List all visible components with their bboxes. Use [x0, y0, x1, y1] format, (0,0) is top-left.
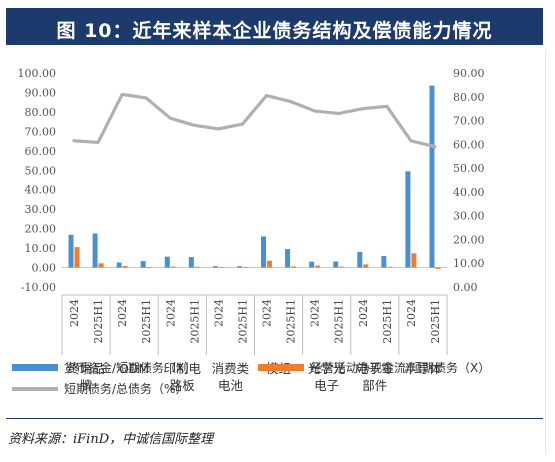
bar-ocf-to-short-debt: [170, 266, 176, 268]
bar-cash-to-short-debt: [405, 171, 411, 268]
bar-cash-to-short-debt: [429, 85, 435, 268]
bar-cash-to-short-debt: [381, 256, 387, 268]
bar-ocf-to-short-debt: [122, 265, 128, 268]
bar-ocf-to-short-debt: [435, 267, 441, 269]
legend-swatch-ocf: [258, 364, 304, 371]
bar-cash-to-short-debt: [68, 234, 74, 268]
bar-ocf-to-short-debt: [387, 266, 393, 268]
group-label: 终端品: [67, 361, 105, 376]
group-label: 部件: [362, 378, 387, 393]
period-label: 2025H1: [333, 299, 346, 344]
bar-ocf-to-short-debt: [242, 267, 248, 268]
group-label: 路板: [170, 378, 196, 393]
period-label: 2024: [164, 299, 177, 327]
period-label: 2024: [68, 299, 81, 327]
left-tick-label: 90.00: [25, 86, 57, 99]
right-tick-label: 30.00: [453, 210, 485, 223]
source-divider: [6, 418, 543, 419]
left-tick-label: 0.00: [32, 262, 57, 275]
left-tick-label: 100.00: [18, 67, 57, 80]
right-tick-label: 90.00: [453, 67, 485, 80]
left-tick-label: 50.00: [25, 164, 57, 177]
chart: -10.00 0.00 10.00 20.00 30.00 40.00 50.00 60.00…: [12, 67, 490, 396]
period-label: 2024: [309, 299, 322, 327]
period-label: 2025H1: [188, 299, 201, 344]
bar-cash-to-short-debt: [188, 257, 194, 268]
period-label: 2024: [212, 299, 225, 327]
right-tick-label: 80.00: [453, 91, 485, 104]
bar-ocf-to-short-debt: [146, 267, 152, 268]
legend-swatch-cash: [12, 364, 58, 371]
bar-ocf-to-short-debt: [98, 263, 104, 268]
bar-cash-to-short-debt: [116, 262, 122, 268]
left-tick-label: 20.00: [25, 223, 57, 236]
bar-cash-to-short-debt: [357, 251, 363, 268]
bar-ocf-to-short-debt: [315, 265, 321, 268]
title-bar: 图 10：近年来样本企业债务结构及偿债能力情况: [6, 8, 543, 45]
left-tick-label: 60.00: [25, 145, 57, 158]
group-label: 印制电: [164, 361, 202, 376]
bar-cash-to-short-debt: [309, 261, 315, 268]
right-tick-label: 60.00: [453, 138, 485, 151]
left-tick-label: 70.00: [25, 125, 57, 138]
period-label: 2024: [116, 299, 129, 327]
page-edge-rule: [545, 50, 546, 454]
legend-label-ocf: 经营活动净现金流/短期债务（X）: [310, 360, 490, 375]
bar-ocf-to-short-debt: [291, 266, 297, 268]
bar-ocf-to-short-debt: [267, 260, 273, 268]
source-note: 资料来源：iFinD，中诚信国际整理: [8, 432, 214, 447]
bar-cash-to-short-debt: [333, 261, 339, 268]
legend-label-ratio: 短期债务/总债务（%）: [64, 381, 187, 396]
bar-ocf-to-short-debt: [74, 247, 80, 268]
bar-cash-to-short-debt: [140, 261, 146, 268]
bar-cash-to-short-debt: [212, 266, 218, 268]
line-short-debt-ratio: [72, 92, 437, 149]
right-tick-label: 10.00: [453, 257, 485, 270]
group-label: ODM: [119, 361, 149, 376]
group-label: 牌: [80, 378, 93, 393]
period-label: 2025H1: [429, 299, 442, 344]
left-tick-label: 80.00: [25, 106, 57, 119]
right-tick-label: 70.00: [453, 115, 485, 128]
left-tick-label: 10.00: [25, 242, 57, 255]
period-label: 2025H1: [236, 299, 249, 344]
bar-cash-to-short-debt: [236, 266, 242, 268]
bar-ocf-to-short-debt: [218, 267, 224, 268]
group-label: 光学光: [308, 361, 346, 376]
left-tick-label: 40.00: [25, 184, 57, 197]
period-label: 2025H1: [92, 299, 105, 344]
period-label: 2025H1: [381, 299, 394, 344]
legend-label-cash: 货币资金/短期债务（X）: [64, 360, 196, 375]
period-label: 2025H1: [140, 299, 153, 344]
right-tick-label: 50.00: [453, 162, 485, 175]
bar-ocf-to-short-debt: [411, 253, 417, 268]
left-tick-label: 30.00: [25, 203, 57, 216]
period-label: 2024: [357, 299, 370, 327]
group-label: 消费类: [212, 361, 250, 376]
left-tick-label: -10.00: [21, 281, 56, 294]
bar-ocf-to-short-debt: [339, 266, 345, 268]
group-label: 电子零: [356, 361, 394, 376]
group-label: 半导体: [404, 361, 442, 376]
bar-cash-to-short-debt: [92, 233, 98, 268]
right-tick-label: 0.00: [453, 281, 478, 294]
period-label: 2024: [261, 299, 274, 327]
bar-ocf-to-short-debt: [194, 266, 200, 268]
group-label: 电子: [314, 378, 339, 393]
bar-cash-to-short-debt: [285, 249, 291, 268]
group-label: 电池: [218, 378, 244, 393]
bar-cash-to-short-debt: [261, 236, 267, 268]
bar-ocf-to-short-debt: [363, 264, 369, 268]
chart-title: 图 10：近年来样本企业债务结构及偿债能力情况: [56, 20, 493, 42]
period-label: 2024: [405, 299, 418, 327]
period-label: 2025H1: [285, 299, 298, 344]
right-tick-label: 20.00: [453, 233, 485, 246]
bar-cash-to-short-debt: [164, 256, 170, 268]
right-tick-label: 40.00: [453, 186, 485, 199]
